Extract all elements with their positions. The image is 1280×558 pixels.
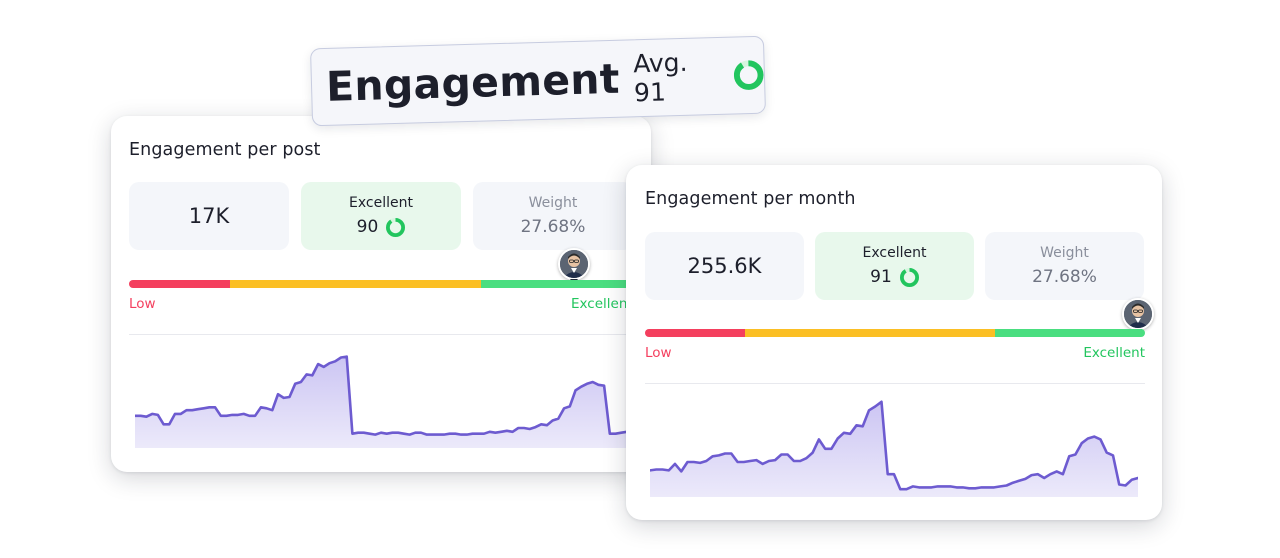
divider xyxy=(129,334,639,335)
score-ring-icon xyxy=(734,60,764,90)
weight-label: Weight xyxy=(1040,245,1089,261)
scale-high-label: Excellent xyxy=(571,296,633,312)
scale-segment-low xyxy=(129,280,230,288)
card-title: Engagement per post xyxy=(129,140,321,160)
scale-high-label: Excellent xyxy=(1083,345,1145,361)
rating-value-row: 91 xyxy=(870,267,919,287)
scale-low-label: Low xyxy=(129,296,156,312)
ring-progress xyxy=(386,217,406,237)
score-scale-bar xyxy=(129,280,649,288)
scale-segment-high xyxy=(995,329,1145,337)
score-ring-icon xyxy=(899,267,919,287)
score-scale-bar xyxy=(645,329,1145,337)
rating-tile: Excellent 90 xyxy=(301,182,461,250)
weight-value: 27.68% xyxy=(1032,267,1097,287)
rating-value: 90 xyxy=(356,217,379,237)
user-avatar xyxy=(1122,298,1154,330)
engagement-badge: Engagement Avg. 91 xyxy=(309,35,767,127)
person-icon xyxy=(560,250,588,278)
scale-segment-mid xyxy=(745,329,995,337)
weight-label: Weight xyxy=(528,195,578,211)
weight-tile: Weight 27.68% xyxy=(985,232,1144,300)
divider xyxy=(645,383,1145,384)
engagement-per-post-card: Engagement per post 17K Excellent 90 Wei… xyxy=(111,116,651,472)
person-icon xyxy=(1124,300,1152,328)
scale-segment-low xyxy=(645,329,745,337)
sparkline-line xyxy=(650,400,1138,491)
scale-low-label: Low xyxy=(645,345,672,361)
card-title: Engagement per month xyxy=(645,189,856,209)
engagement-sparkline xyxy=(650,400,1138,497)
score-ring-icon xyxy=(386,217,406,237)
scale-segment-mid xyxy=(230,280,481,288)
value-tile: 255.6K xyxy=(645,232,804,300)
weight-value: 27.68% xyxy=(520,217,586,237)
scale-segment-high xyxy=(481,280,649,288)
sparkline-line xyxy=(135,355,627,436)
engagement-value: 17K xyxy=(188,204,230,228)
rating-label: Excellent xyxy=(349,195,413,211)
engagement-per-month-card: Engagement per month 255.6K Excellent 91… xyxy=(626,165,1162,520)
engagement-sparkline xyxy=(135,355,627,448)
value-tile: 17K xyxy=(129,182,289,250)
user-avatar xyxy=(558,248,590,280)
engagement-value: 255.6K xyxy=(687,254,762,278)
badge-average: Avg. 91 xyxy=(632,47,688,108)
rating-tile: Excellent 91 xyxy=(815,232,974,300)
sparkline-area xyxy=(135,356,627,448)
rating-value: 91 xyxy=(870,267,892,287)
rating-value-row: 90 xyxy=(357,217,406,237)
ring-progress xyxy=(899,267,919,287)
badge-title: Engagement xyxy=(325,54,621,111)
ring-progress xyxy=(734,60,764,90)
sparkline-area xyxy=(650,401,1138,497)
rating-label: Excellent xyxy=(862,245,927,261)
weight-tile: Weight 27.68% xyxy=(473,182,633,250)
